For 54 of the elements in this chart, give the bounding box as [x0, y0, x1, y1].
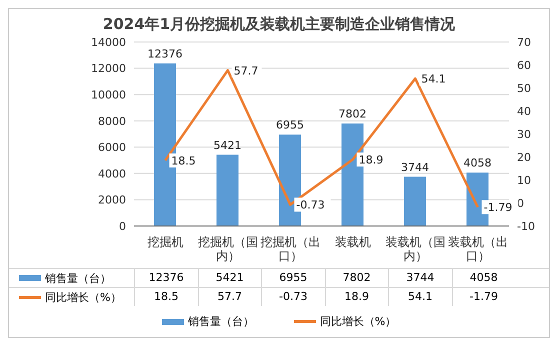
text: 3744 [401, 160, 429, 174]
y-tick-label: 0 [119, 220, 126, 233]
data-label: 18.5 [134, 288, 198, 306]
x-tick-label: 装载机 [334, 235, 371, 249]
data-label: 6955 [261, 269, 324, 287]
y2-tick-label: 40 [517, 104, 531, 118]
data-label: 4058 [452, 269, 515, 287]
y2-tick-label: -10 [517, 220, 535, 233]
text: -0.73 [296, 198, 325, 212]
data-label: 7802 [324, 269, 388, 287]
x-tick-label: 挖掘机 [147, 235, 184, 249]
y2-tick-label: 70 [517, 36, 531, 49]
y2-tick-label: 60 [517, 58, 531, 72]
x-tick-label: 装载机（国内） [385, 235, 446, 263]
data-label: 5421 [198, 269, 261, 287]
x-tick-label: 挖掘机（国内） [198, 235, 258, 263]
chart-title: 2024年1月份挖掘机及装载机主要制造企业销售情况 [102, 14, 456, 34]
data-label: 12376 [134, 269, 198, 287]
legend-label: 同比增长（%） [44, 290, 122, 304]
data-label: 54.1 [388, 288, 452, 306]
y-tick-label: 6000 [98, 141, 126, 154]
y-tick-label: 2000 [98, 194, 126, 207]
x-tick-label: 装载机（出口） [448, 235, 508, 263]
text: 57.7 [234, 64, 258, 78]
text: 5421 [214, 138, 242, 152]
text: -1.79 [484, 201, 512, 214]
data-label: 3744 [388, 269, 452, 287]
y2-tick-label: 30 [517, 128, 531, 141]
y-tick-label: 14000 [91, 36, 126, 49]
y2-tick-label: 20 [517, 150, 531, 164]
text: 7802 [338, 107, 366, 120]
y-tick-label: 10000 [91, 88, 126, 102]
text: 6955 [276, 118, 304, 132]
text: 18.9 [358, 154, 384, 167]
bar [404, 176, 426, 226]
data-label: -0.73 [261, 288, 324, 306]
y2-tick-label: 10 [517, 174, 531, 187]
text: 18.5 [171, 154, 196, 168]
y-tick-label: 4000 [98, 167, 126, 180]
data-label: 18.9 [324, 288, 388, 306]
text: 销售量（台） [188, 315, 254, 328]
text: 12376 [148, 47, 182, 60]
legend-label: 销售量（台） [44, 270, 112, 286]
data-label: 57.7 [198, 288, 261, 306]
text: 54.1 [421, 72, 446, 86]
text: 同比增长（%） [320, 315, 396, 328]
y2-tick-label: 0 [517, 196, 524, 210]
y-tick-label: 12000 [91, 62, 126, 76]
y-tick-label: 8000 [98, 114, 126, 128]
data-label: -1.79 [452, 288, 515, 306]
x-tick-label: 挖掘机（出口） [260, 235, 320, 263]
bar [216, 154, 238, 226]
y2-tick-label: 50 [517, 82, 531, 95]
text: 4058 [464, 156, 492, 170]
